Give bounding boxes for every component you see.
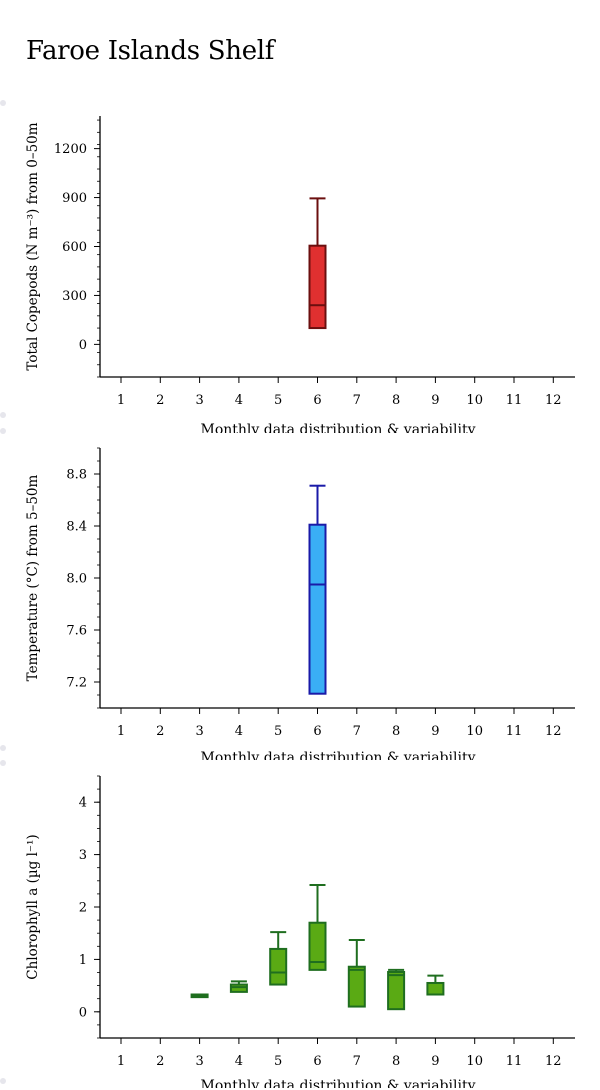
y-axis-label: Temperature (°C) from 5–50m xyxy=(25,474,41,681)
left-edge-marker xyxy=(0,760,6,766)
x-tick-label: 2 xyxy=(156,724,164,739)
box-month-4 xyxy=(229,980,248,993)
x-tick-label: 5 xyxy=(274,393,282,408)
x-tick-label: 1 xyxy=(117,724,125,739)
box-month-5 xyxy=(269,931,288,986)
y-tick-label: 300 xyxy=(62,289,87,304)
y-tick-label: 2 xyxy=(79,901,87,916)
left-edge-marker xyxy=(0,412,6,418)
left-edge-marker xyxy=(0,745,6,751)
temperature-chart: 7.27.68.08.48.81 2 3 4 5 6 7 8 9 10 11 12Temperatur… xyxy=(25,447,575,766)
x-tick-label: 12 xyxy=(545,393,562,408)
box-month-6 xyxy=(308,197,327,330)
x-tick-label: 11 xyxy=(506,393,523,408)
y-tick-label: 8.8 xyxy=(66,468,87,483)
x-tick-label: 10 xyxy=(466,393,483,408)
x-tick-label: 8 xyxy=(392,1054,400,1069)
x-tick-label: 7 xyxy=(353,393,361,408)
x-tick-label: 6 xyxy=(313,1054,321,1069)
box-iqr xyxy=(229,983,248,993)
y-tick-label: 4 xyxy=(79,796,87,811)
chlorophyll-panel: 0 1 2 3 4 1 2 3 4 5 6 7 8 9 10 11 12 Chlorophyll a (µg l⁻… xyxy=(0,762,600,1090)
y-tick-label: 600 xyxy=(62,240,87,255)
copepods-panel: 0 300 600 900 1200 1 2 3 4 5 6 7 8 9 10 11 12 Total Copep… xyxy=(0,100,600,435)
box-iqr xyxy=(269,947,288,986)
x-tick-label: 10 xyxy=(466,724,483,739)
y-tick-label: 0 xyxy=(79,1005,87,1020)
x-tick-label: 10 xyxy=(466,1054,483,1069)
x-tick-label: 7 xyxy=(353,724,361,739)
y-axis-label: Total Copepods (N m⁻³) from 0–50m xyxy=(25,122,41,370)
y-tick-label: 3 xyxy=(79,848,87,863)
y-tick-label: 1200 xyxy=(54,142,87,157)
x-tick-label: 2 xyxy=(156,393,164,408)
left-edge-marker xyxy=(0,1078,6,1084)
box-month-7 xyxy=(347,939,366,1008)
x-tick-label: 3 xyxy=(195,724,203,739)
x-tick-label: 2 xyxy=(156,1054,164,1069)
box-month-8 xyxy=(387,968,406,1011)
x-tick-label: 4 xyxy=(235,724,243,739)
x-tick-label: 9 xyxy=(431,1054,439,1069)
x-tick-label: 8 xyxy=(392,393,400,408)
x-axis-label: Monthly data distribution & variability xyxy=(200,1078,475,1090)
temperature-panel: 7.2 7.6 8.0 8.4 8.8 1 2 3 4 5 6 7 8 9 10 11 12 Temperatur… xyxy=(0,432,600,767)
x-tick-label: 5 xyxy=(274,724,282,739)
box-iqr xyxy=(426,981,445,996)
box-month-6 xyxy=(308,883,327,971)
x-tick-label: 1 xyxy=(117,1054,125,1069)
box-iqr xyxy=(308,244,327,330)
x-tick-label: 7 xyxy=(353,1054,361,1069)
box-iqr xyxy=(387,970,406,1011)
x-axis-label: Monthly data distribution & variability xyxy=(200,422,475,435)
x-tick-label: 3 xyxy=(195,393,203,408)
box-month-6 xyxy=(308,484,327,695)
y-tick-label: 8.4 xyxy=(66,520,87,535)
y-axis-label: Chlorophyll a (µg l⁻¹) xyxy=(25,834,41,979)
x-axis-label: Monthly data distribution & variability xyxy=(200,750,475,766)
y-tick-label: 1 xyxy=(79,953,87,968)
box-month-3 xyxy=(190,993,209,999)
y-tick-label: 8.0 xyxy=(66,572,87,587)
x-tick-label: 4 xyxy=(235,1054,243,1069)
page-title: Faroe Islands Shelf xyxy=(26,36,275,66)
left-edge-marker xyxy=(0,428,6,434)
left-edge-marker xyxy=(0,100,6,106)
x-tick-label: 12 xyxy=(545,724,562,739)
x-tick-label: 11 xyxy=(506,1054,523,1069)
x-tick-label: 3 xyxy=(195,1054,203,1069)
x-tick-label: 1 xyxy=(117,393,125,408)
y-tick-label: 7.6 xyxy=(66,624,87,639)
x-tick-label: 6 xyxy=(313,393,321,408)
y-tick-label: 0 xyxy=(79,338,87,353)
x-tick-label: 6 xyxy=(313,724,321,739)
x-tick-label: 9 xyxy=(431,393,439,408)
y-tick-label: 900 xyxy=(62,191,87,206)
x-tick-label: 8 xyxy=(392,724,400,739)
x-tick-label: 4 xyxy=(235,393,243,408)
x-tick-label: 11 xyxy=(506,724,523,739)
y-tick-label: 7.2 xyxy=(66,676,87,691)
x-tick-label: 5 xyxy=(274,1054,282,1069)
box-iqr xyxy=(308,523,327,695)
box-month-9 xyxy=(426,974,445,996)
x-tick-label: 12 xyxy=(545,1054,562,1069)
box-iqr xyxy=(308,921,327,971)
box-iqr xyxy=(347,965,366,1008)
x-tick-label: 9 xyxy=(431,724,439,739)
